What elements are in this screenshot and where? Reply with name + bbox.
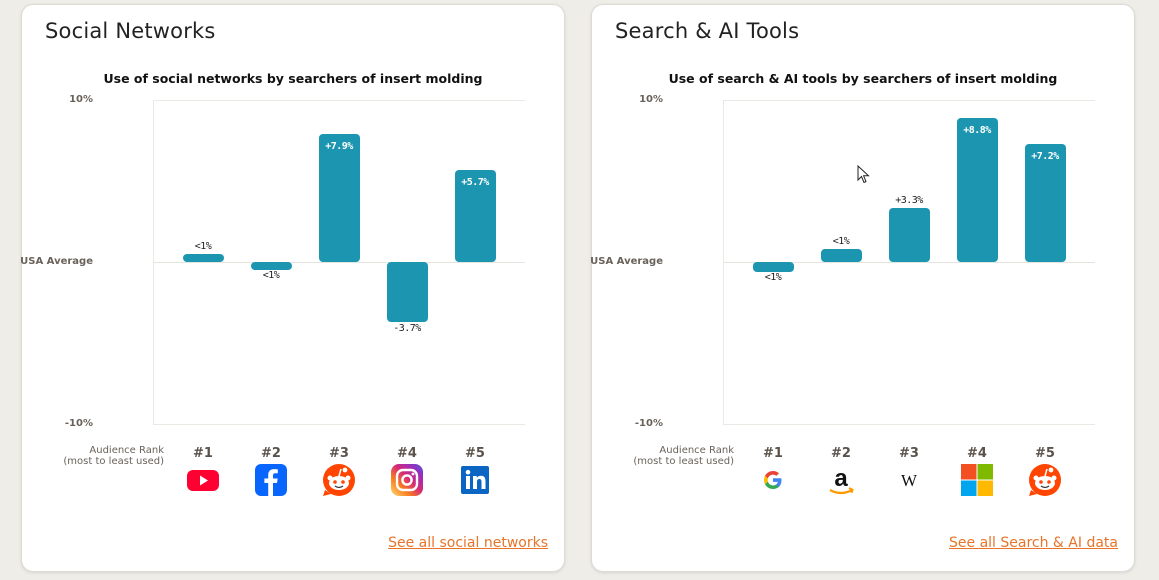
amazon-icon: a [824,463,858,497]
bar-value-label: +5.7% [461,177,489,188]
y-tick-bottom: -10% [634,418,663,429]
svg-text:a: a [834,465,848,492]
instagram-icon [390,463,424,497]
bar-value-label: <1% [194,241,212,252]
rank-label: #2 [261,446,281,461]
microsoft-icon [960,463,994,497]
gridline [723,100,1095,101]
rank-label: #4 [967,446,987,461]
audience-rank-caption: Audience Rank (most to least used) [616,445,734,467]
bar-value-label: <1% [832,236,850,247]
reddit-icon [1028,463,1062,497]
bar-value-label: +8.8% [963,125,991,136]
bar-value-label: +7.2% [1031,151,1059,162]
bar-value-label: <1% [764,272,782,283]
chart-title: Use of search & AI tools by searchers of… [668,71,1058,86]
gridline [723,424,1095,425]
facebook-icon [254,463,288,497]
rank-label: #3 [329,446,349,461]
rank-label: #4 [397,446,417,461]
bar-facebook[interactable] [251,262,292,270]
bar-reddit[interactable] [319,134,360,262]
chart-title: Use of social networks by searchers of i… [103,71,483,86]
y-axis [723,100,724,424]
card-title: Social Networks [45,19,216,43]
y-tick-bottom: -10% [64,418,93,429]
caption-line-2: (most to least used) [63,456,164,467]
baseline-usa-average [153,262,525,263]
caption-line-2: (most to least used) [633,456,734,467]
gridline [153,424,525,425]
rank-label: #2 [831,446,851,461]
mouse-cursor-icon [857,164,871,185]
bar-instagram[interactable] [387,262,428,322]
baseline-usa-average [723,262,1095,263]
y-tick-top: 10% [639,94,663,105]
bar-value-label: <1% [262,270,280,281]
bar-reddit[interactable] [1025,144,1066,262]
chart-plot-area: 10% USA Average -10% <1% <1% +7.9% -3.7%… [20,94,525,429]
bar-google[interactable] [753,262,794,272]
wikipedia-icon: W [892,463,926,497]
youtube-icon [186,463,220,497]
caption-line-1: Audience Rank [89,445,164,456]
y-axis [153,100,154,424]
audience-rank-caption: Audience Rank (most to least used) [46,445,164,467]
rank-label: #3 [899,446,919,461]
bar-value-label: +7.9% [325,141,353,152]
bar-linkedin[interactable] [455,170,496,262]
rank-label: #1 [763,446,783,461]
y-tick-usa-average: USA Average [20,256,93,267]
y-tick-top: 10% [69,94,93,105]
social-networks-card: Social Networks Use of social networks b… [20,4,565,572]
see-all-search-ai-data-link[interactable]: See all Search & AI data [949,535,1118,551]
gridline [153,100,525,101]
bar-microsoft[interactable] [957,118,998,262]
search-ai-tools-card: Search & AI Tools Use of search & AI too… [590,4,1135,572]
card-title: Search & AI Tools [615,19,800,43]
bar-value-label: +3.3% [895,195,923,206]
google-icon [756,463,790,497]
rank-label: #1 [193,446,213,461]
linkedin-icon [458,463,492,497]
svg-text:W: W [901,471,918,490]
rank-label: #5 [465,446,485,461]
see-all-social-networks-link[interactable]: See all social networks [388,535,548,551]
y-tick-usa-average: USA Average [590,256,663,267]
bar-amazon[interactable] [821,249,862,262]
bar-wikipedia[interactable] [889,208,930,262]
rank-label: #5 [1035,446,1055,461]
reddit-icon [322,463,356,497]
caption-line-1: Audience Rank [659,445,734,456]
chart-plot-area: 10% USA Average -10% <1% <1% +3.3% +8.8%… [590,94,1095,429]
bar-value-label: -3.7% [393,323,421,334]
bar-youtube[interactable] [183,254,224,262]
